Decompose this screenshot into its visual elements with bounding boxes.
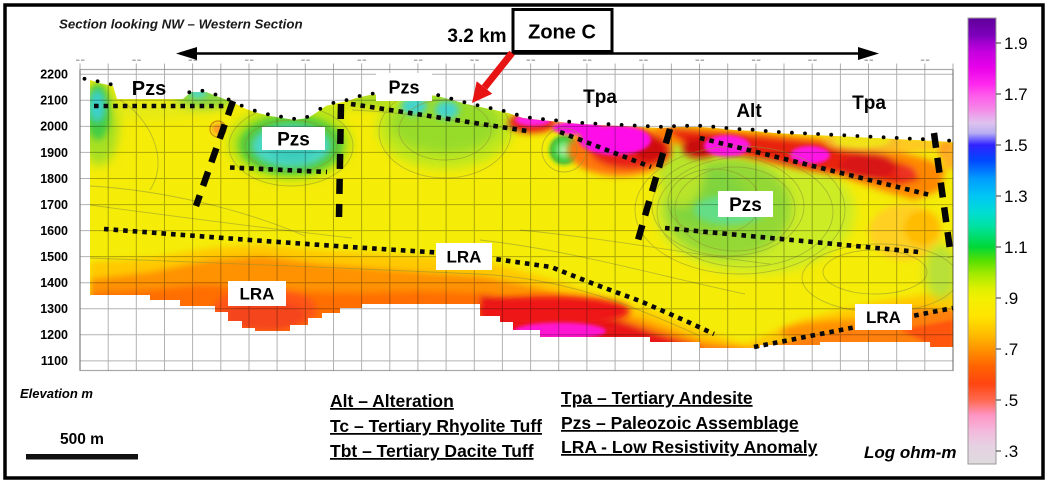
svg-text:LRA: LRA	[240, 285, 275, 304]
svg-text:1300: 1300	[40, 302, 68, 316]
svg-text:500 m: 500 m	[60, 431, 104, 448]
svg-text:1900: 1900	[40, 146, 68, 160]
svg-text:Pzs: Pzs	[277, 129, 310, 150]
svg-text:Tc – Tertiary Rhyolite Tuff: Tc – Tertiary Rhyolite Tuff	[330, 416, 542, 436]
svg-text:1100: 1100	[41, 354, 68, 368]
svg-text:Tpa: Tpa	[852, 93, 886, 114]
svg-text:Pzs: Pzs	[729, 195, 762, 216]
svg-text:.5: .5	[1004, 391, 1018, 410]
svg-text:Zone C: Zone C	[528, 22, 596, 44]
svg-text:Log ohm-m: Log ohm-m	[864, 443, 957, 462]
svg-text:Section looking NW – Western S: Section looking NW – Western Section	[59, 17, 303, 32]
svg-text:1500: 1500	[40, 250, 68, 264]
svg-text:1.1: 1.1	[1004, 238, 1028, 257]
svg-text:Tpa – Tertiary Andesite: Tpa – Tertiary Andesite	[561, 388, 753, 408]
svg-text:1200: 1200	[40, 328, 68, 342]
svg-text:2100: 2100	[40, 94, 68, 108]
svg-text:Tpa: Tpa	[583, 87, 617, 108]
svg-text:1600: 1600	[40, 224, 68, 238]
svg-text:1.5: 1.5	[1004, 136, 1028, 155]
svg-text:.3: .3	[1004, 442, 1018, 461]
svg-text:1700: 1700	[40, 198, 68, 212]
svg-text:Elevation m: Elevation m	[20, 386, 93, 401]
svg-text:3.2 km: 3.2 km	[447, 26, 506, 47]
svg-text:1800: 1800	[40, 172, 68, 186]
svg-text:Pzs: Pzs	[388, 77, 419, 97]
svg-text:.7: .7	[1004, 340, 1018, 359]
svg-text:Alt – Alteration: Alt – Alteration	[330, 391, 454, 411]
svg-text:2000: 2000	[40, 120, 68, 134]
svg-text:Pzs – Paleozoic Assemblage: Pzs – Paleozoic Assemblage	[561, 413, 799, 433]
svg-text:LRA - Low Resistivity Anomaly: LRA - Low Resistivity Anomaly	[561, 437, 818, 457]
svg-text:1400: 1400	[40, 276, 68, 290]
svg-text:1.9: 1.9	[1004, 34, 1028, 53]
svg-text:1.3: 1.3	[1004, 187, 1028, 206]
svg-text:1.7: 1.7	[1004, 85, 1028, 104]
svg-text:Tbt – Tertiary Dacite Tuff: Tbt – Tertiary Dacite Tuff	[330, 441, 534, 461]
svg-text:Alt: Alt	[736, 101, 762, 122]
svg-text:Pzs: Pzs	[132, 78, 166, 100]
svg-text:.9: .9	[1004, 289, 1018, 308]
svg-text:LRA: LRA	[866, 308, 901, 327]
svg-text:2200: 2200	[40, 68, 68, 82]
svg-text:LRA: LRA	[447, 248, 482, 267]
